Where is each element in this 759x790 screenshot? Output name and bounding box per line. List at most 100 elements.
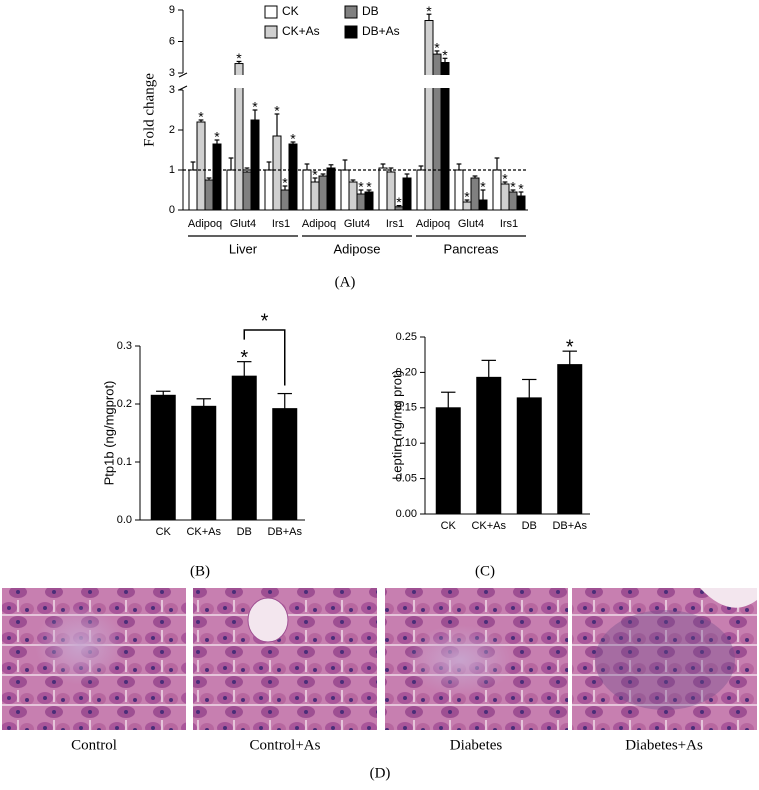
y-tick-label: 0.20	[396, 366, 417, 378]
x-tick-label: CK+As	[471, 520, 506, 532]
comparison-bracket	[243, 329, 286, 386]
significance-mark: *	[366, 179, 372, 195]
micrograph-label: Diabetes	[450, 737, 503, 753]
significance-mark: *	[396, 194, 402, 210]
significance-mark: *	[502, 171, 508, 187]
x-tick-label: DB	[237, 526, 252, 538]
bar	[500, 183, 510, 211]
micrograph-panel: Control Control+As Diabetes Diabetes+As …	[2, 588, 757, 781]
x-tick-label: CK+As	[186, 526, 221, 538]
group-label: Pancreas	[444, 241, 499, 256]
y-tick-label: 0.2	[117, 398, 132, 410]
y-tick-label: 0.05	[396, 473, 417, 485]
x-tick-label: CK	[156, 526, 172, 538]
bar	[356, 193, 366, 211]
bar	[454, 169, 464, 211]
significance-mark: *	[518, 181, 524, 197]
bar	[212, 143, 222, 211]
axis-break	[177, 75, 530, 88]
legend-swatch	[264, 25, 278, 39]
x-tick-label: Irs1	[272, 218, 290, 230]
y-tick-label: 3	[169, 67, 175, 79]
legend-label: CK+As	[282, 24, 320, 38]
y-tick-label: 0	[169, 204, 175, 216]
significance-mark: *	[434, 40, 440, 56]
bar	[386, 171, 396, 211]
bar	[150, 394, 176, 521]
bar	[242, 171, 252, 211]
micrograph-label: Control+As	[250, 737, 321, 753]
space	[700, 588, 757, 608]
x-tick-label: DB+As	[552, 520, 587, 532]
panel-label: (D)	[370, 765, 391, 781]
legend-swatch	[344, 25, 358, 39]
bar	[264, 169, 274, 211]
y-tick-label: 0.15	[396, 402, 417, 414]
bar	[424, 20, 434, 211]
micrograph-label: Diabetes+As	[625, 737, 703, 753]
significance-mark: *	[358, 179, 364, 195]
comparison-label: *	[261, 310, 269, 332]
x-tick-label: Glut4	[230, 218, 256, 230]
bar	[476, 376, 502, 515]
significance-mark: *	[236, 50, 242, 66]
bar	[557, 364, 583, 515]
bar	[348, 181, 358, 211]
islet	[405, 625, 515, 695]
bar	[326, 167, 336, 211]
y-tick-label: 9	[169, 4, 175, 16]
x-tick-label: CK	[441, 520, 457, 532]
significance-mark: *	[566, 336, 574, 358]
bar	[516, 195, 526, 211]
bar	[402, 177, 412, 211]
y-tick-label: 0.3	[117, 340, 132, 352]
x-tick-label: Adipoq	[188, 218, 222, 230]
bar	[516, 397, 542, 515]
significance-mark: *	[240, 347, 248, 369]
bar	[435, 407, 461, 515]
x-tick-label: Adipoq	[302, 218, 336, 230]
y-tick-label: 3	[169, 84, 175, 96]
bar	[302, 169, 312, 211]
bar	[272, 135, 282, 211]
break-mark	[178, 72, 188, 78]
significance-mark: *	[510, 179, 516, 195]
bar	[364, 191, 374, 211]
break-mark	[178, 85, 188, 91]
micrograph	[572, 588, 757, 730]
bar	[318, 175, 328, 211]
bar	[340, 169, 350, 211]
legend-swatch	[344, 5, 358, 19]
y-axis-label: Leptin (ng/mg prot)	[389, 370, 404, 480]
bar	[188, 169, 198, 211]
bar	[492, 169, 502, 211]
x-tick-label: Glut4	[458, 218, 484, 230]
legend-label: DB	[362, 4, 379, 18]
panel-label: (C)	[475, 563, 495, 579]
bar	[310, 181, 320, 211]
micrograph-label: Control	[71, 737, 117, 753]
significance-mark: *	[464, 189, 470, 205]
x-tick-label: Irs1	[386, 218, 404, 230]
significance-mark: *	[214, 129, 220, 145]
x-tick-label: Adipoq	[416, 218, 450, 230]
y-tick-label: 0.00	[396, 508, 417, 520]
significance-mark: *	[282, 175, 288, 191]
legend-label: DB+As	[362, 24, 400, 38]
y-tick-label: 1	[169, 164, 175, 176]
y-tick-label: 0.25	[396, 331, 417, 343]
x-tick-label: Irs1	[500, 218, 518, 230]
bar	[288, 143, 298, 211]
bar	[196, 121, 206, 211]
x-tick-label: Glut4	[344, 218, 370, 230]
panel-label: (A)	[335, 274, 356, 290]
infiltrate	[595, 610, 735, 710]
bar	[204, 179, 214, 211]
y-axis-label: Fold change	[141, 73, 157, 147]
legend-swatch	[264, 5, 278, 19]
bar	[416, 169, 426, 211]
bar	[378, 167, 388, 211]
legend-label: CK	[282, 4, 299, 18]
